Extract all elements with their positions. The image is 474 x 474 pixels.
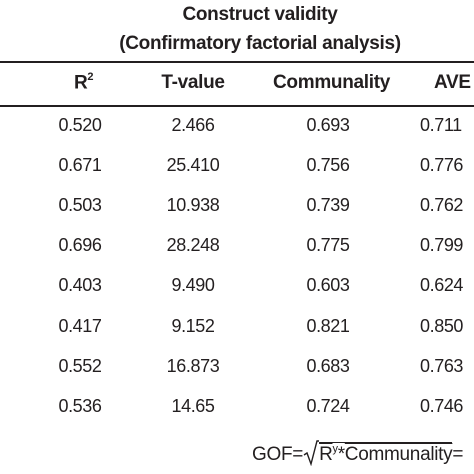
cell-ave: 0.624	[420, 275, 464, 295]
header-bottom-rule	[0, 105, 474, 107]
cell-communality: 0.756	[306, 155, 350, 175]
cell-ave: 0.776	[420, 155, 464, 175]
cell-communality: 0.683	[306, 356, 350, 376]
cell-r2: 0.696	[58, 235, 102, 255]
header-ave: AVE	[434, 72, 471, 93]
cell-communality: 0.739	[306, 195, 350, 215]
cell-t-value: 9.152	[171, 316, 215, 336]
cell-communality: 0.603	[306, 275, 350, 295]
cell-r2: 0.671	[58, 155, 102, 175]
cell-r2: 0.503	[58, 195, 102, 215]
cell-ave: 0.763	[420, 356, 464, 376]
cell-r2: 0.403	[58, 275, 102, 295]
cell-communality: 0.821	[306, 316, 350, 336]
cell-t-value: 9.490	[171, 275, 215, 295]
cell-r2: 0.417	[58, 316, 102, 336]
cell-t-value: 25.410	[166, 155, 220, 175]
header-t-value: T-value	[161, 72, 225, 93]
cell-communality: 0.775	[306, 235, 350, 255]
cell-communality: 0.724	[306, 396, 350, 416]
cell-ave: 0.711	[420, 115, 462, 135]
header-communality: Communality	[273, 72, 391, 93]
cell-r2: 0.552	[58, 356, 102, 376]
cell-ave: 0.762	[420, 195, 464, 215]
cell-communality: 0.693	[306, 115, 350, 135]
table-subtitle: (Confirmatory factorial analysis)	[119, 33, 401, 54]
cell-t-value: 28.248	[166, 235, 220, 255]
cell-t-value: 10.938	[166, 195, 220, 215]
cell-r2: 0.536	[58, 396, 102, 416]
cell-t-value: 16.873	[166, 356, 220, 376]
gof-formula: GOF= Ry*Communality=	[252, 440, 463, 467]
cell-ave: 0.799	[420, 235, 464, 255]
cell-r2: 0.520	[58, 115, 102, 135]
formula-radicand: Ry*Communality	[319, 442, 453, 465]
cell-ave: 0.746	[420, 396, 464, 416]
cell-t-value: 2.466	[171, 115, 215, 135]
formula-lhs: GOF=	[252, 444, 304, 465]
table-title: Construct validity	[182, 4, 338, 25]
sqrt-icon	[303, 440, 320, 467]
header-r2: R2	[74, 71, 94, 94]
cell-t-value: 14.65	[171, 396, 215, 416]
header-top-rule	[0, 61, 474, 63]
cell-ave: 0.850	[420, 316, 464, 336]
